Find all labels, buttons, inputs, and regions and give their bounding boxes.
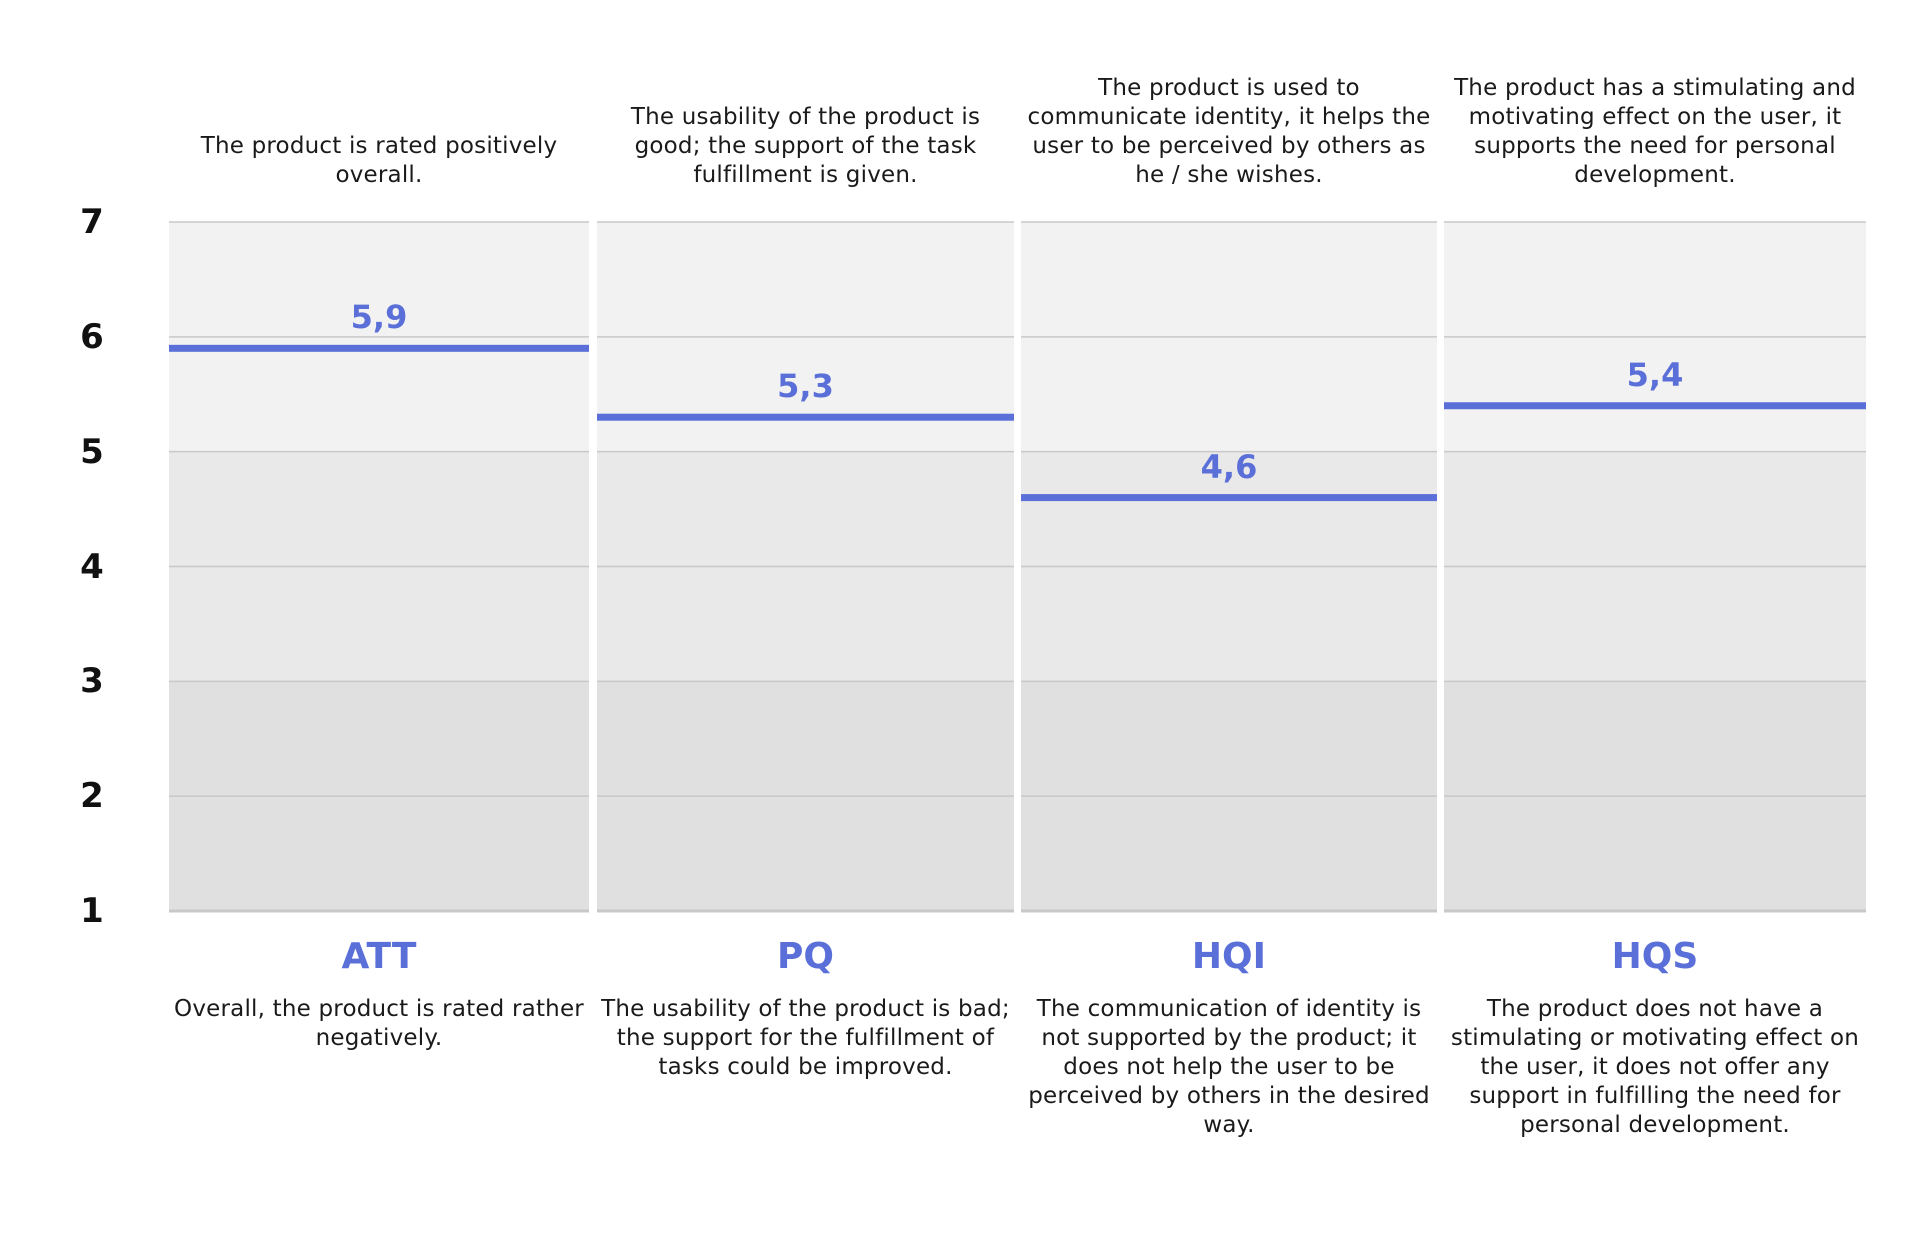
negative-description: The usability of the product is bad; the… xyxy=(601,996,1010,1080)
y-tick-label: 2 xyxy=(80,776,104,817)
negative-description: The communication of identity is not sup… xyxy=(1028,996,1430,1138)
y-tick-label: 3 xyxy=(80,661,104,702)
positive-description: The usability of the product is good; th… xyxy=(630,104,981,188)
negative-description: The product does not have a stimulating … xyxy=(1450,996,1860,1138)
value-line-pq xyxy=(597,413,1014,421)
y-tick-label: 7 xyxy=(80,202,104,242)
value-label: 5,9 xyxy=(350,298,408,337)
category-label: PQ xyxy=(777,936,834,977)
category-label: ATT xyxy=(341,936,417,977)
positive-description: The product is used to communicate ident… xyxy=(1027,75,1431,188)
value-label: 5,4 xyxy=(1626,355,1684,394)
negative-description: Overall, the product is rated rather neg… xyxy=(174,996,584,1051)
category-label: HQI xyxy=(1191,936,1267,977)
category-label: HQS xyxy=(1611,936,1699,977)
column-att: The product is rated positively overall.… xyxy=(157,0,601,1246)
positive-description: The product is rated positively overall. xyxy=(200,133,558,188)
value-line-att xyxy=(169,344,589,352)
column-hqs: The product has a stimulating and motiva… xyxy=(1432,0,1878,1246)
value-label: 5,3 xyxy=(777,367,834,406)
value-label: 4,6 xyxy=(1200,447,1258,486)
y-tick-label: 6 xyxy=(80,316,104,357)
y-tick-label: 1 xyxy=(80,891,104,931)
value-line-hqi xyxy=(1021,494,1437,502)
value-line-hqs xyxy=(1444,402,1866,410)
y-tick-label: 5 xyxy=(80,431,104,472)
column-hqi: The product is used to communicate ident… xyxy=(1009,0,1449,1246)
positive-description: The product has a stimulating and motiva… xyxy=(1454,75,1856,188)
column-pq: The usability of the product is good; th… xyxy=(585,0,1026,1246)
y-tick-label: 4 xyxy=(80,546,104,587)
